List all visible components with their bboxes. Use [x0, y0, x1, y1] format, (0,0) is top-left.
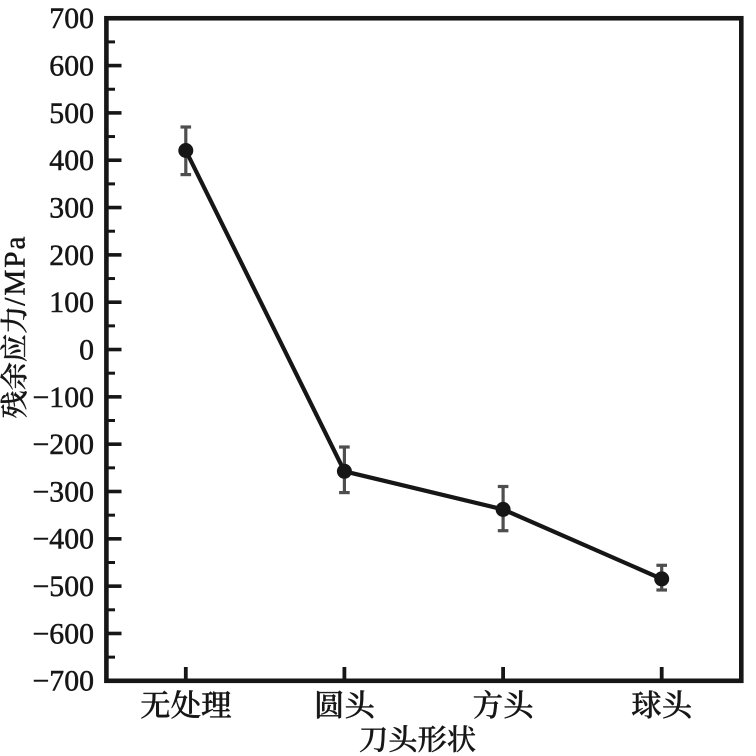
svg-text:500: 500: [49, 97, 94, 130]
svg-text:100: 100: [49, 286, 94, 319]
svg-text:300: 300: [49, 192, 94, 225]
svg-text:−200: −200: [33, 428, 95, 461]
svg-text:−500: −500: [33, 570, 95, 603]
svg-text:−400: −400: [33, 523, 95, 556]
svg-text:0: 0: [79, 333, 94, 366]
svg-text:−600: −600: [33, 617, 95, 650]
svg-text:/MPa: /MPa: [0, 234, 31, 305]
svg-text:−300: −300: [33, 475, 95, 508]
svg-text:−700: −700: [33, 665, 95, 698]
svg-text:700: 700: [49, 2, 94, 35]
svg-text:400: 400: [49, 144, 94, 177]
svg-text:200: 200: [49, 239, 94, 272]
svg-text:−100: −100: [33, 381, 95, 414]
svg-text:600: 600: [49, 50, 94, 83]
